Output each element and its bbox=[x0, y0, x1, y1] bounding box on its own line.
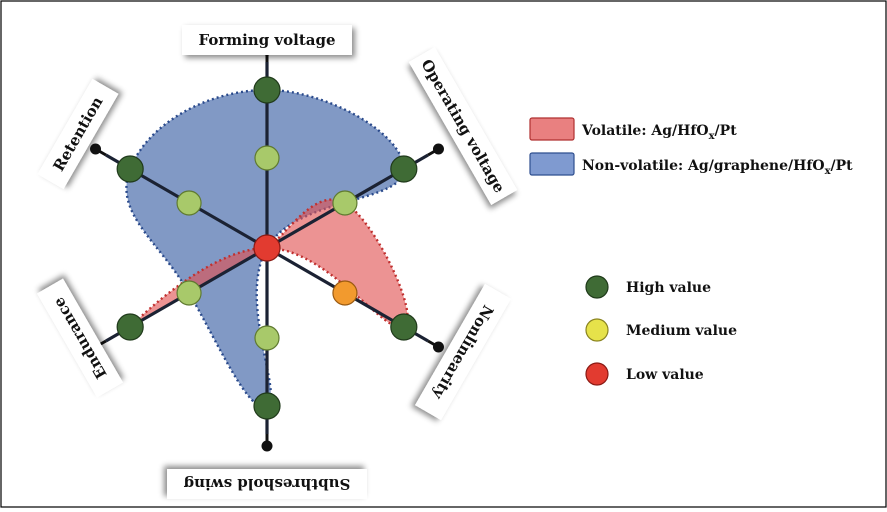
marker-mid bbox=[332, 190, 358, 216]
axis-label-box bbox=[408, 47, 518, 205]
marker-mid bbox=[254, 145, 280, 171]
legend-item-volatile: Volatile: Ag/HfOx/Pt bbox=[529, 117, 737, 142]
axis-label-text: Nonlinearity bbox=[428, 302, 497, 403]
marker-outer bbox=[390, 155, 418, 183]
axis-label: Operating voltage bbox=[408, 47, 518, 205]
marker-outer bbox=[253, 392, 281, 420]
axis-label: Nonlinearity bbox=[415, 283, 511, 421]
axis-label: Subthreshold swing bbox=[167, 469, 367, 499]
marker-mid bbox=[176, 280, 202, 306]
marker-mid bbox=[176, 190, 202, 216]
legend-levels: High value Medium value Low value bbox=[585, 275, 737, 386]
legend-level-high: High value bbox=[585, 275, 711, 299]
legend-dot-medium bbox=[585, 318, 609, 342]
legend-label-medium: Medium value bbox=[626, 323, 737, 339]
marker-outer bbox=[253, 76, 281, 104]
axis-knob bbox=[432, 143, 444, 155]
legend-label-high: High value bbox=[626, 280, 711, 296]
legend-swatch-volatile bbox=[529, 117, 575, 141]
legend-series: Volatile: Ag/HfOx/Pt Non-volatile: Ag/gr… bbox=[529, 117, 853, 177]
marker-outer bbox=[390, 313, 418, 341]
axis-knob bbox=[90, 143, 102, 155]
axis-label-text: Subthreshold swing bbox=[183, 475, 350, 493]
axis-knob bbox=[432, 341, 444, 353]
axis-label: Retention bbox=[37, 78, 119, 190]
marker-outer bbox=[116, 313, 144, 341]
axis-label-box bbox=[167, 469, 367, 499]
axis-knob bbox=[261, 440, 273, 452]
axis-label-text: Endurance bbox=[49, 294, 110, 382]
markers bbox=[116, 76, 418, 420]
axis-label-box bbox=[182, 25, 352, 55]
marker-mid-orange bbox=[332, 280, 358, 306]
legend-level-low: Low value bbox=[585, 362, 704, 386]
axis-label-text: Forming voltage bbox=[198, 31, 335, 49]
marker-outer bbox=[116, 155, 144, 183]
marker-mid bbox=[254, 325, 280, 351]
axis-label-box bbox=[37, 278, 123, 398]
legend-label-low: Low value bbox=[626, 367, 704, 383]
legend-dot-low bbox=[585, 362, 609, 386]
marker-center bbox=[253, 234, 281, 262]
axis-label-box bbox=[415, 283, 511, 421]
legend-level-medium: Medium value bbox=[585, 318, 737, 342]
legend-label-volatile: Volatile: Ag/HfOx/Pt bbox=[581, 123, 737, 142]
legend-dot-high bbox=[585, 275, 609, 299]
legend-label-nonvolatile: Non-volatile: Ag/graphene/HfOx/Pt bbox=[582, 158, 853, 177]
legend-item-nonvolatile: Non-volatile: Ag/graphene/HfOx/Pt bbox=[529, 152, 853, 177]
axis-label: Forming voltage bbox=[182, 25, 352, 55]
axis-label-box bbox=[37, 78, 119, 190]
axis-label-text: Operating voltage bbox=[417, 56, 508, 196]
legend-swatch-nonvolatile bbox=[529, 152, 575, 176]
